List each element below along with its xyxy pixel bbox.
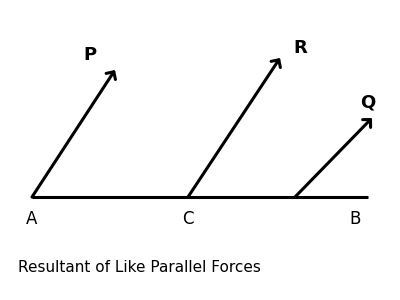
Text: R: R xyxy=(293,39,307,57)
Text: C: C xyxy=(182,210,194,228)
Text: P: P xyxy=(84,46,96,64)
Text: A: A xyxy=(26,210,38,228)
Text: B: B xyxy=(349,210,361,228)
Text: Q: Q xyxy=(360,94,376,112)
Text: Resultant of Like Parallel Forces: Resultant of Like Parallel Forces xyxy=(18,260,261,275)
